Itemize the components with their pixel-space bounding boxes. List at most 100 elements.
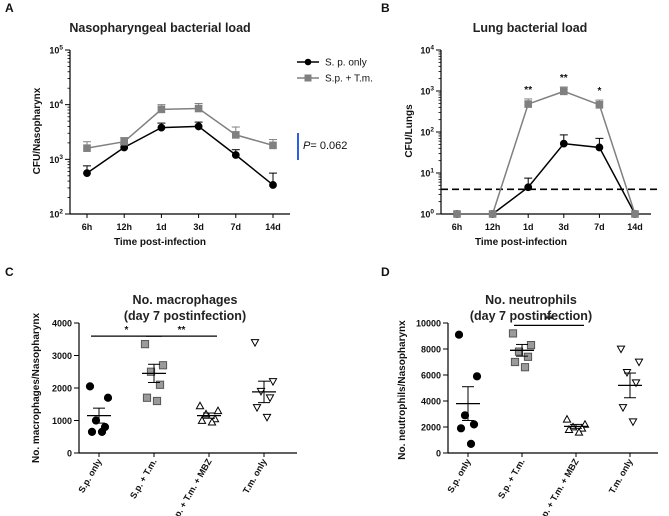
chart-c-y-tick-label: 2000 bbox=[52, 384, 72, 394]
chart-b-series-line-0 bbox=[457, 142, 636, 215]
chart-b-point bbox=[595, 143, 604, 152]
chart-c-data-point bbox=[152, 396, 162, 406]
chart-a-y-tick-base: 10 bbox=[49, 155, 59, 165]
chart-c-plot: 0 1000 2000 3000 4000 S.p. only S.p. + T.m. S.p… bbox=[52, 319, 297, 516]
chart-c-data-point bbox=[97, 427, 107, 436]
chart-a-y-tick-exp: 5 bbox=[59, 45, 63, 52]
chart-c-data-point bbox=[87, 427, 97, 436]
chart-d-data-point bbox=[520, 363, 530, 372]
chart-d-y-tick-label: 6000 bbox=[421, 371, 441, 381]
chart-c-data-point bbox=[207, 417, 217, 426]
chart-d-data-point bbox=[634, 358, 644, 367]
chart-b-point bbox=[524, 100, 533, 108]
chart-c-y-tick-label: 3000 bbox=[52, 351, 72, 361]
pvalue-prefix: P bbox=[303, 140, 311, 152]
chart-b-ylabel: CFU/Lungs bbox=[404, 104, 415, 158]
chart-b-significance-label: * bbox=[597, 86, 601, 97]
chart-a-y-tick-exp: 2 bbox=[59, 209, 63, 216]
chart-c-data-point bbox=[103, 393, 113, 402]
chart-d-y-tick-label: 10000 bbox=[416, 319, 441, 329]
chart-a-x-tick-label: 7d bbox=[231, 222, 242, 232]
chart-a-point bbox=[231, 151, 240, 159]
chart-d-x-tick-label: S.p. + T.m. + MBZ bbox=[535, 457, 581, 516]
chart-a-x-tick-label: 12h bbox=[116, 222, 132, 232]
chart-d-ylabel: No. neutrophils/Nasopharynx bbox=[397, 320, 408, 460]
chart-c-data-point bbox=[142, 393, 152, 402]
chart-b-y-tick-exp: 4 bbox=[430, 45, 434, 52]
chart-c-data-point bbox=[146, 367, 156, 376]
chart-c-significance-label: ** bbox=[178, 325, 186, 336]
chart-a-x-tick-label: 14d bbox=[265, 222, 281, 232]
chart-c-x-tick-label: S.p. + T.m. + MBZ bbox=[168, 457, 214, 516]
chart-c-x-tick-label: S.p. only bbox=[76, 457, 103, 494]
chart-d-y-tick-label: 2000 bbox=[421, 423, 441, 433]
chart-b-y-tick-exp: 1 bbox=[430, 168, 434, 175]
chart-b-y-tick-base: 10 bbox=[420, 169, 430, 179]
chart-d-data-point bbox=[514, 347, 524, 356]
chart-b-y-tick-base: 10 bbox=[420, 128, 430, 138]
chart-b-series-line-1 bbox=[457, 90, 636, 215]
chart-a-y-tick-label: 105 bbox=[49, 45, 63, 56]
chart-b-y-tick-exp: 0 bbox=[430, 209, 434, 216]
chart-b-y-tick-base: 10 bbox=[420, 46, 430, 56]
chart-d-significance-label: ** bbox=[545, 314, 553, 325]
chart-b-point bbox=[559, 139, 568, 148]
chart-a-y-tick-base: 10 bbox=[49, 46, 59, 56]
chart-d-data-point bbox=[460, 411, 470, 420]
pvalue-text: = 0.062 bbox=[310, 140, 347, 152]
chart-a-x-tick-label: 6h bbox=[82, 222, 93, 232]
chart-a-point bbox=[232, 131, 240, 139]
chart-b-point bbox=[488, 210, 497, 218]
chart-d-data-point bbox=[564, 424, 574, 433]
chart-d-x-tick-label: S.p. + T.m. bbox=[496, 457, 527, 500]
chart-c-data-point bbox=[262, 413, 272, 422]
chart-a-series-line-1 bbox=[86, 107, 274, 149]
chart-c-data-point bbox=[268, 378, 278, 387]
chart-c-data-point bbox=[155, 380, 165, 389]
chart-d-x-tick-label: T.m. only bbox=[607, 457, 635, 495]
chart-d-data-point bbox=[456, 424, 466, 433]
chart-b-x-tick-label: 6h bbox=[452, 222, 463, 232]
panel-letter-d: D bbox=[381, 265, 390, 279]
chart-c-data-point bbox=[252, 404, 262, 413]
chart-a-y-tick-exp: 3 bbox=[59, 154, 63, 161]
chart-d-subtitle: (day 7 postinfection) bbox=[470, 309, 592, 323]
chart-b-significance-label: ** bbox=[560, 73, 568, 84]
chart-a-y-tick-base: 10 bbox=[49, 100, 59, 110]
chart-d-data-point bbox=[562, 414, 572, 423]
chart-b-x-tick-label: 7d bbox=[594, 222, 605, 232]
legend-label-sp: S. p. only bbox=[325, 58, 367, 69]
chart-c-data-point bbox=[85, 382, 95, 391]
chart-b-x-tick-label: 12h bbox=[485, 222, 501, 232]
chart-b-point bbox=[560, 87, 568, 96]
chart-c-title: No. macrophages bbox=[133, 293, 238, 307]
chart-a-y-tick-label: 104 bbox=[49, 99, 63, 110]
chart-a-y-tick-label: 102 bbox=[49, 209, 63, 220]
chart-c-data-point bbox=[213, 406, 223, 415]
chart-b-y-tick-exp: 2 bbox=[430, 127, 434, 134]
chart-d-data-point bbox=[631, 379, 641, 388]
chart-b-point bbox=[595, 101, 604, 109]
chart-d-data-point bbox=[574, 427, 584, 436]
legend-label-sptm: S.p. + T.m. bbox=[325, 74, 373, 85]
chart-b-y-tick-base: 10 bbox=[420, 210, 430, 220]
chart-b-title: Lung bacterial load bbox=[473, 21, 588, 35]
chart-c-data-point bbox=[195, 401, 205, 410]
chart-c-ylabel: No. macrophages/Nasopharynx bbox=[31, 313, 42, 463]
chart-c-significance-label: * bbox=[125, 325, 129, 336]
chart-d-y-tick-label: 4000 bbox=[421, 397, 441, 407]
chart-b-y-tick-label: 100 bbox=[420, 209, 434, 220]
pvalue-label: P= 0.062 bbox=[303, 140, 347, 152]
chart-b-x-tick-label: 14d bbox=[627, 222, 643, 232]
legend-marker-sp bbox=[304, 58, 312, 66]
chart-b-x-tick-label: 3d bbox=[559, 222, 570, 232]
chart-b-y-tick-label: 104 bbox=[420, 45, 434, 56]
chart-c-y-tick-label: 4000 bbox=[52, 319, 72, 329]
chart-b-y-tick-label: 101 bbox=[420, 168, 434, 179]
chart-a-point bbox=[269, 141, 277, 150]
chart-d-data-point bbox=[508, 329, 518, 338]
chart-b-point bbox=[631, 210, 639, 218]
chart-a-xlabel: Time post-infection bbox=[114, 237, 206, 248]
